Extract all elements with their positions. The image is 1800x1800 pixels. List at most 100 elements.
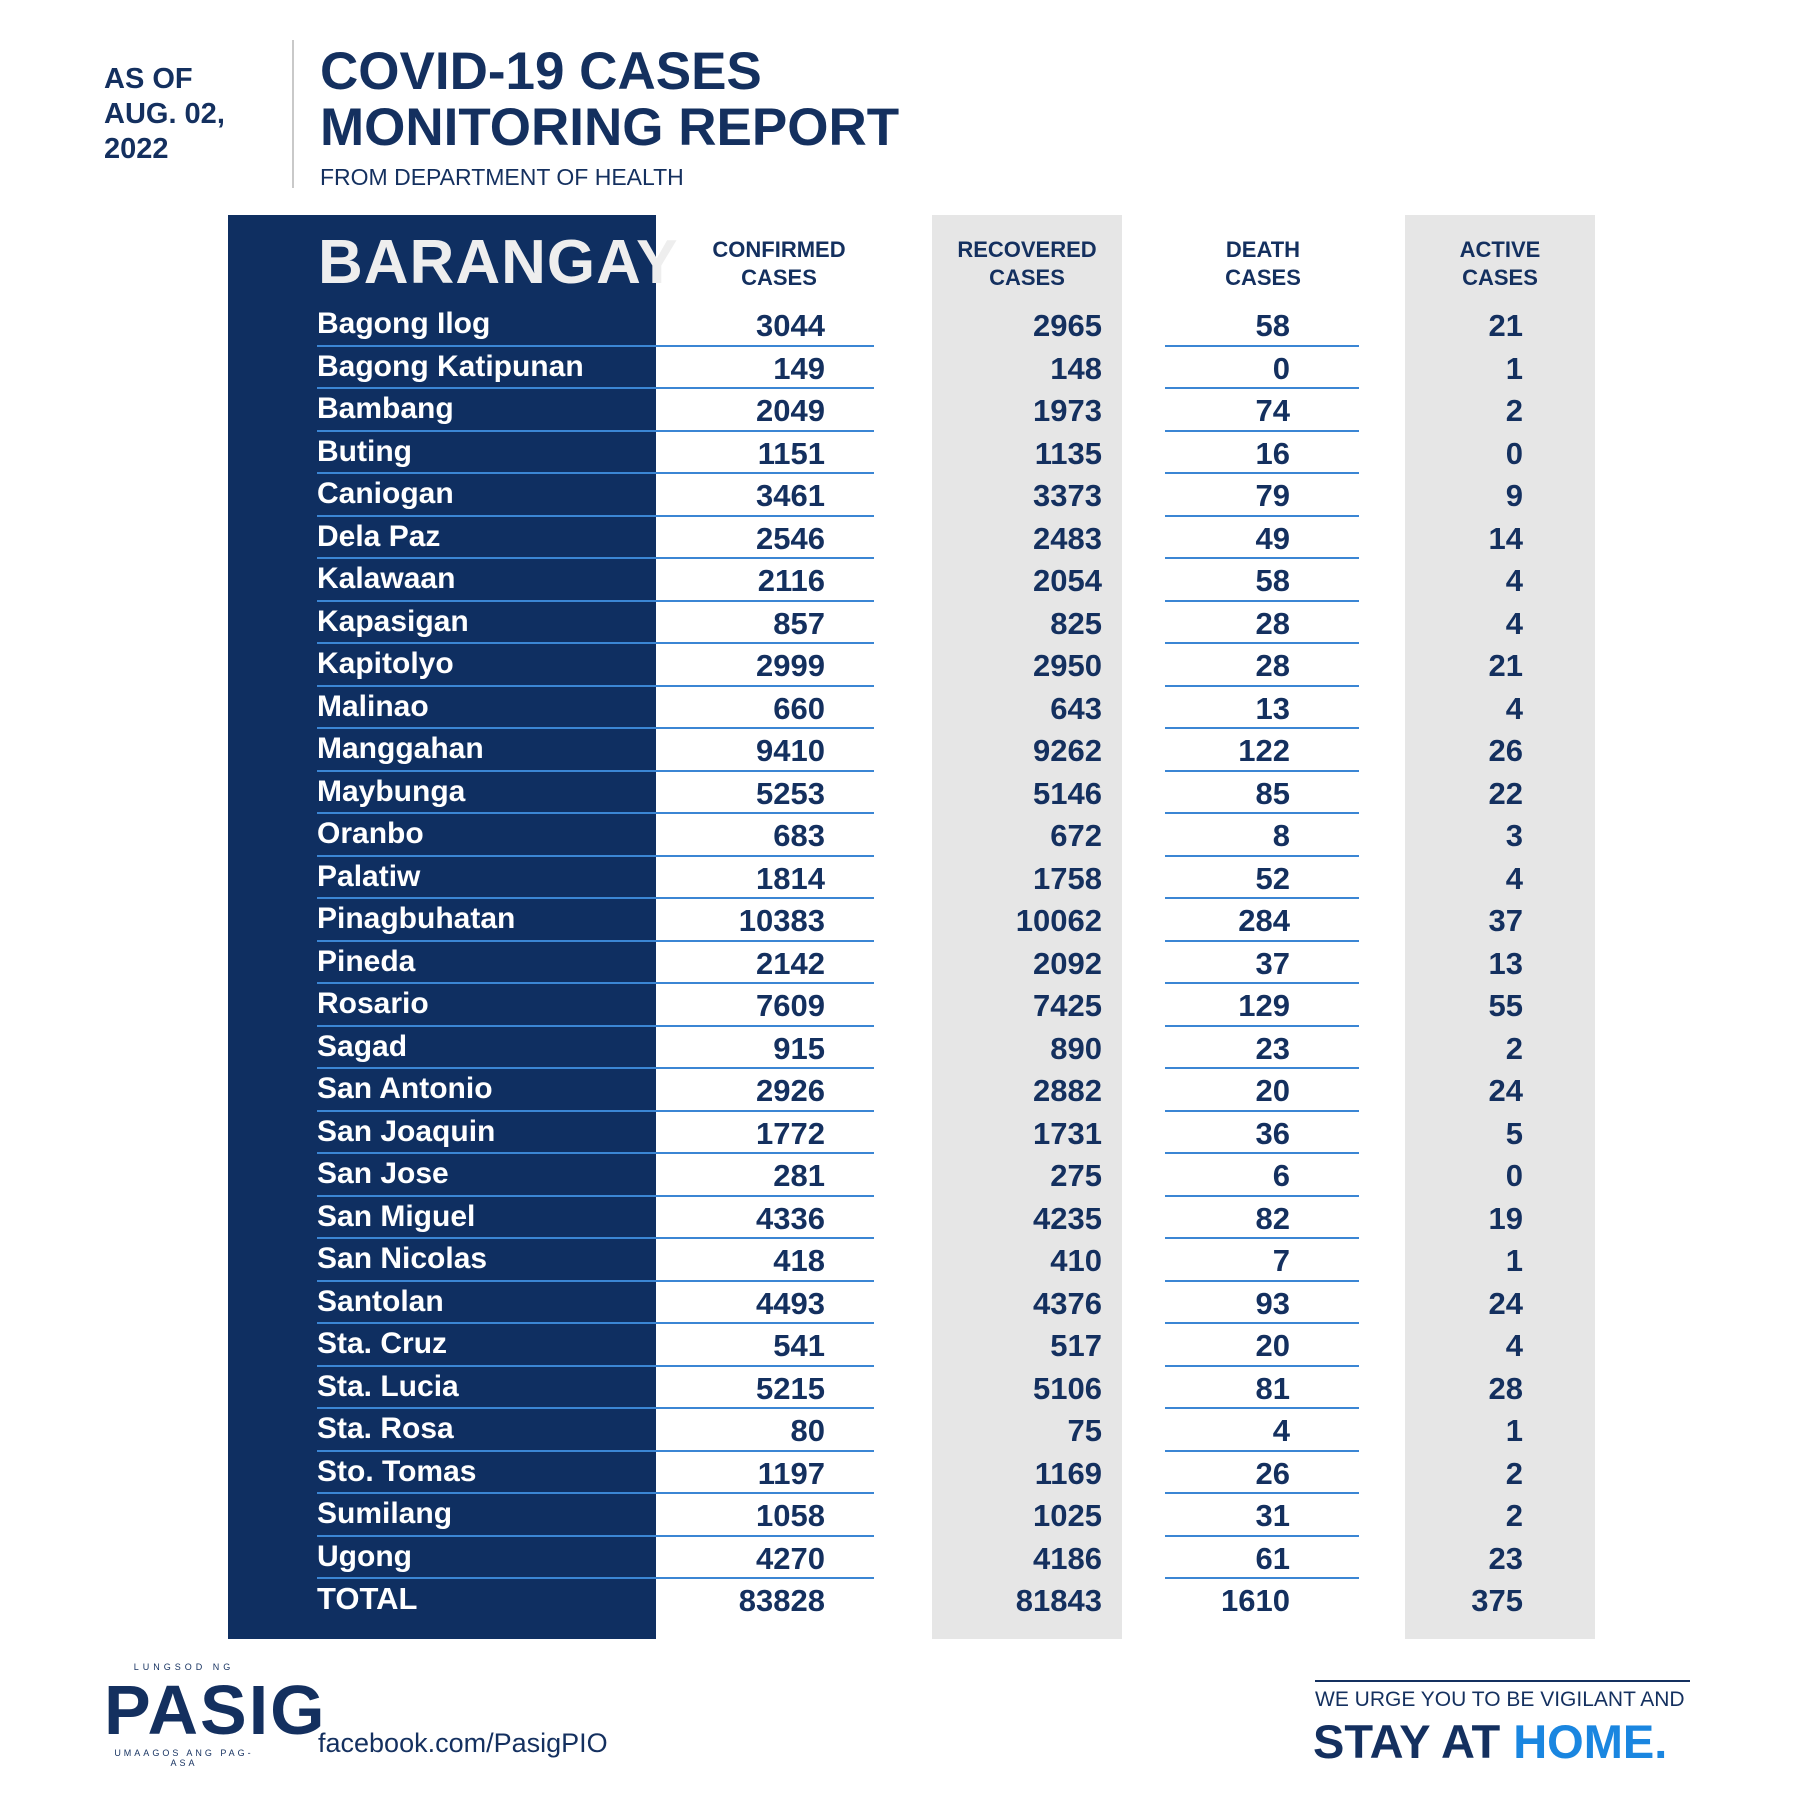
death-value: 23 — [1255, 1030, 1290, 1066]
home-text: HOME. — [1513, 1715, 1668, 1768]
stay-at-text: STAY AT — [1313, 1715, 1514, 1768]
confirmed-value: 9410 — [756, 733, 825, 768]
death-underline — [1165, 1024, 1359, 1027]
death-value: 284 — [1238, 903, 1290, 938]
confirmed-underline — [656, 897, 874, 899]
confirmed-value: 4336 — [756, 1200, 825, 1236]
name-underline — [317, 599, 656, 602]
confirmed-value: 418 — [773, 1243, 825, 1278]
recovered-value: 75 — [1067, 1413, 1102, 1448]
report-title-line1: COVID-19 CASES — [320, 42, 762, 101]
confirmed-value: 1772 — [756, 1115, 825, 1151]
death-value: 81 — [1255, 1370, 1290, 1406]
name-underline — [317, 769, 656, 772]
active-value: 14 — [1488, 520, 1523, 556]
recovered-column-band — [932, 215, 1122, 1639]
name-underline — [317, 1024, 656, 1027]
death-header-line1: DEATH — [1225, 237, 1301, 262]
barangay-name: Ugong — [317, 1539, 412, 1573]
barangay-name: San Antonio — [317, 1072, 493, 1105]
report-title-line2: MONITORING REPORT — [320, 98, 900, 157]
barangay-column-band — [228, 215, 656, 1639]
barangay-name: Dela Paz — [317, 519, 441, 553]
recovered-value: 410 — [1050, 1243, 1102, 1278]
confirmed-value: 80 — [790, 1413, 825, 1448]
name-underline — [317, 854, 656, 857]
death-underline — [1165, 684, 1359, 687]
barangay-name: Sto. Tomas — [317, 1454, 477, 1488]
table-row: Sta. Lucia 5215 5106 81 28 — [0, 1367, 1800, 1409]
active-value: 13 — [1488, 945, 1523, 981]
table-row: Oranbo 683 672 8 3 — [0, 814, 1800, 857]
death-header: DEATH CASES — [1168, 236, 1358, 292]
name-underline — [317, 1194, 656, 1197]
death-value: 36 — [1255, 1115, 1290, 1151]
name-underline — [317, 514, 656, 517]
confirmed-value: 3044 — [756, 308, 825, 343]
barangay-name: Malinao — [317, 689, 429, 723]
death-value: 31 — [1255, 1498, 1290, 1533]
barangay-name: Pineda — [317, 944, 416, 978]
confirmed-underline — [656, 514, 874, 517]
table-row: Buting 1151 1135 16 0 — [0, 432, 1800, 474]
recovered-value: 672 — [1050, 818, 1102, 853]
confirmed-underline — [656, 387, 874, 389]
death-underline — [1165, 557, 1359, 559]
barangay-name: TOTAL — [317, 1581, 418, 1616]
barangay-name: Kapitolyo — [317, 647, 454, 680]
name-underline — [317, 727, 656, 729]
name-underline — [317, 344, 656, 347]
barangay-name: San Joaquin — [317, 1114, 496, 1148]
recovered-value: 825 — [1050, 605, 1102, 641]
active-value: 4 — [1505, 1328, 1523, 1363]
recovered-value: 1731 — [1033, 1115, 1102, 1151]
barangay-name: Kalawaan — [317, 562, 456, 595]
confirmed-value: 3461 — [756, 478, 825, 513]
barangay-name: Rosario — [317, 987, 429, 1020]
table-row: Sta. Rosa 80 75 4 1 — [0, 1409, 1800, 1452]
active-value: 21 — [1488, 308, 1523, 343]
death-underline — [1165, 1237, 1359, 1239]
barangay-name: Sta. Cruz — [317, 1327, 448, 1360]
recovered-value: 10062 — [1015, 903, 1102, 938]
recovered-value: 4376 — [1033, 1285, 1102, 1321]
recovered-value: 1973 — [1033, 393, 1102, 428]
recovered-value: 2882 — [1033, 1073, 1102, 1108]
active-value: 4 — [1505, 563, 1523, 598]
recovered-value: 3373 — [1033, 478, 1102, 513]
name-underline — [317, 897, 656, 899]
confirmed-value: 1151 — [757, 435, 825, 471]
recovered-value: 275 — [1050, 1158, 1102, 1193]
recovered-value: 2950 — [1033, 648, 1102, 683]
table-row: Bagong Katipunan 149 148 0 1 — [0, 347, 1800, 389]
table-row: Kapitolyo 2999 2950 28 21 — [0, 644, 1800, 687]
confirmed-underline — [656, 472, 874, 474]
death-underline — [1165, 1279, 1359, 1282]
barangay-name: Santolan — [317, 1284, 444, 1318]
confirmed-underline — [656, 557, 874, 559]
table-row: Sta. Cruz 541 517 20 4 — [0, 1324, 1800, 1367]
name-underline — [317, 1364, 656, 1367]
urge-text: WE URGE YOU TO BE VIGILANT AND — [1315, 1688, 1685, 1711]
confirmed-value: 2116 — [757, 563, 825, 598]
confirmed-value: 1814 — [756, 860, 825, 896]
barangay-name: Oranbo — [317, 817, 424, 850]
facebook-link[interactable]: facebook.com/PasigPIO — [318, 1728, 608, 1758]
active-value: 375 — [1471, 1583, 1523, 1618]
death-value: 16 — [1255, 435, 1290, 471]
death-underline — [1165, 727, 1359, 729]
death-value: 6 — [1272, 1158, 1290, 1193]
name-underline — [317, 1279, 656, 1282]
confirmed-header-line1: CONFIRMED — [712, 237, 846, 262]
active-value: 24 — [1488, 1073, 1523, 1108]
active-value: 5 — [1505, 1115, 1523, 1151]
confirmed-value: 1197 — [757, 1455, 825, 1491]
death-underline — [1165, 982, 1359, 984]
table-row: Kapasigan 857 825 28 4 — [0, 602, 1800, 644]
barangay-name: Pinagbuhatan — [317, 902, 516, 935]
recovered-value: 7425 — [1033, 988, 1102, 1023]
confirmed-value: 2142 — [756, 945, 825, 981]
name-underline — [317, 1577, 656, 1579]
confirmed-value: 10383 — [738, 903, 825, 938]
barangay-name: Caniogan — [317, 477, 454, 510]
